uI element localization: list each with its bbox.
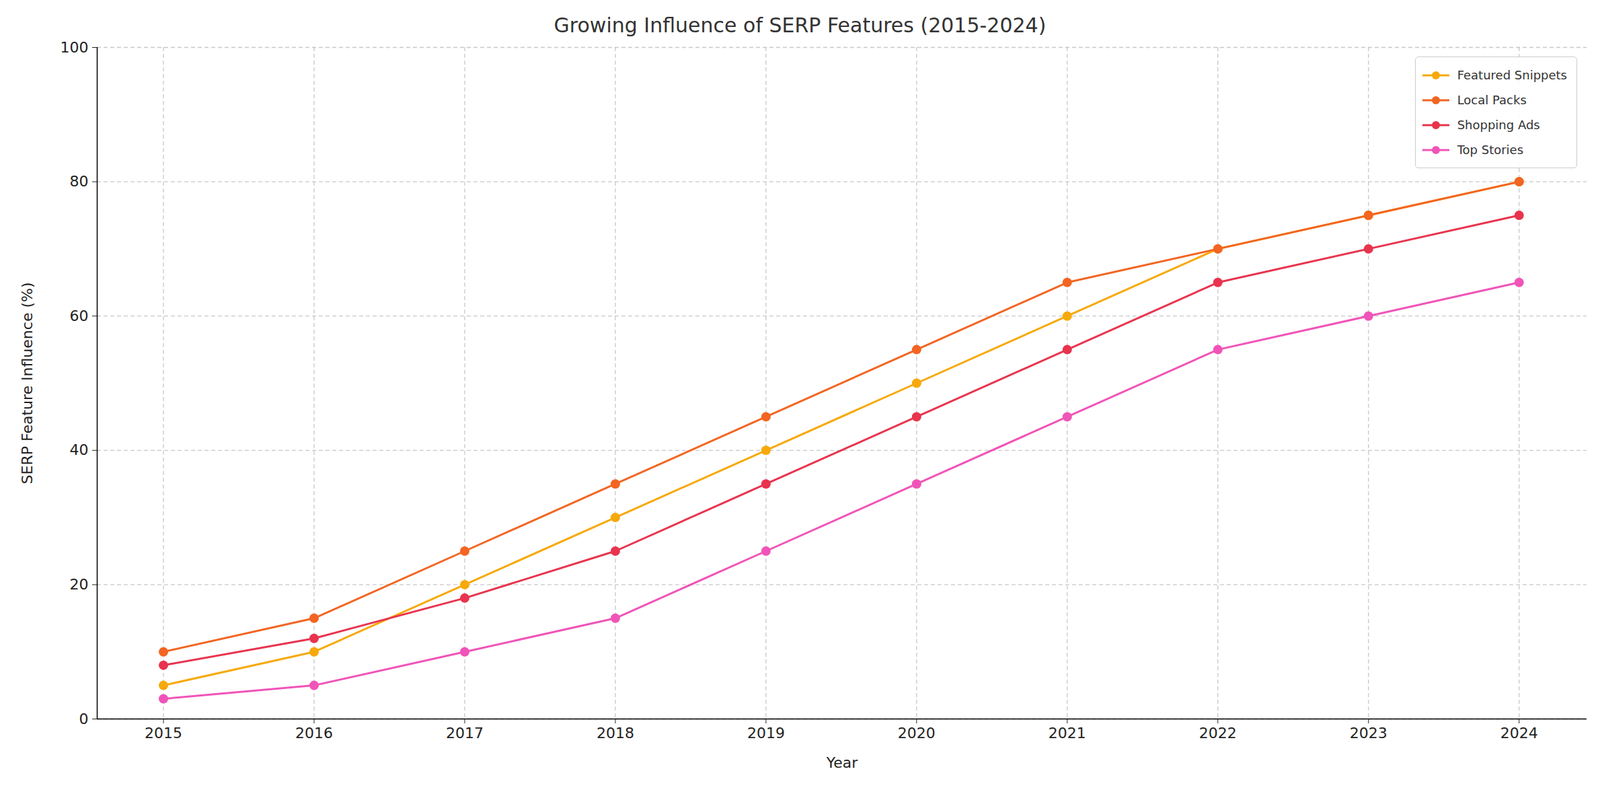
svg-text:Year: Year	[825, 753, 859, 771]
html-text:Growing Influence of SERP Feat: Growing Influence of SERP Features (2015…	[553, 13, 1047, 37]
svg-text:2018: 2018	[596, 724, 635, 742]
html-text:Featured Snippets: Featured Snippets	[1457, 67, 1568, 83]
svg-text:2022: 2022	[1199, 724, 1237, 742]
svg-text:2015: 2015	[144, 724, 183, 742]
svg-text:20: 20	[69, 575, 89, 593]
html-text:Local Packs: Local Packs	[1457, 92, 1527, 107]
svg-text:0: 0	[79, 710, 89, 728]
svg-text:2019: 2019	[747, 724, 785, 742]
svg-text:2021: 2021	[1048, 724, 1087, 742]
svg-text:2016: 2016	[295, 724, 333, 742]
svg-text:2017: 2017	[445, 724, 484, 742]
svg-text:80: 80	[69, 172, 89, 190]
svg-text:2020: 2020	[897, 724, 936, 742]
html-text:Top Stories: Top Stories	[1457, 142, 1524, 157]
svg-text:60: 60	[69, 307, 89, 325]
svg-text:SERP Feature Influence (%): SERP Feature Influence (%)	[18, 282, 36, 485]
svg-text:100: 100	[60, 39, 89, 56]
svg-text:2024: 2024	[1500, 724, 1539, 742]
svg-text:2023: 2023	[1349, 724, 1388, 742]
html-text:Shopping Ads: Shopping Ads	[1457, 117, 1540, 132]
svg-text:40: 40	[69, 441, 89, 459]
